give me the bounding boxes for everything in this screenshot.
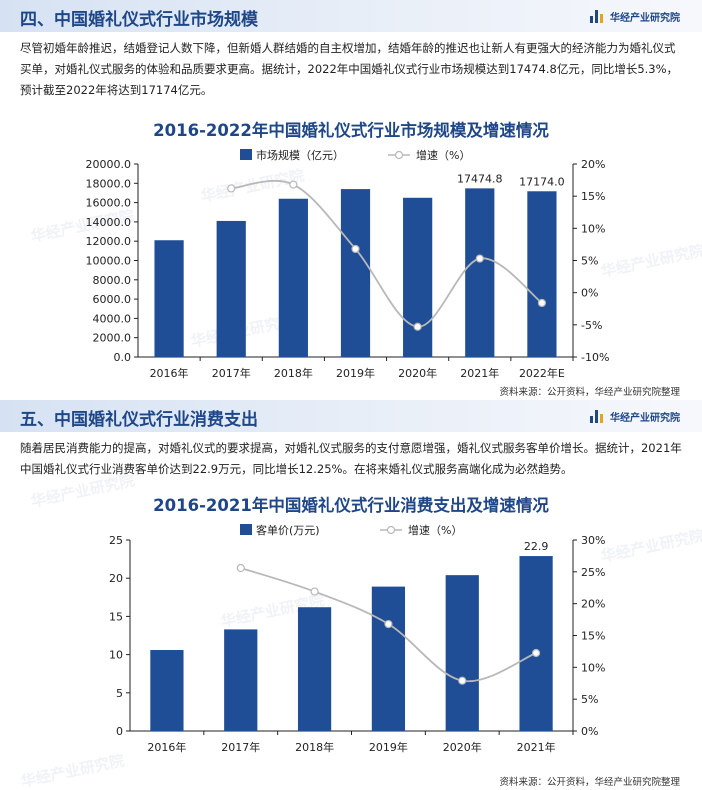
consumption-chart: 客单价(万元) 增速（%） 0 5 10 15 20 25 0% 5% 10% 15% 20% 25% 30… <box>109 523 605 754</box>
growth-point <box>384 619 393 629</box>
y2-tick-label: 25% <box>581 566 605 579</box>
section-paragraph: 尽管初婚年龄推迟，结婚登记人数下降，但新婚人群结婚的自主权增加，结婚年龄的推迟也… <box>20 41 679 97</box>
growth-point <box>531 648 541 658</box>
legend-label: 增速（%） <box>416 148 470 162</box>
bar <box>216 220 246 357</box>
growth-point <box>458 676 467 685</box>
x-tick-label: 2019年 <box>336 366 375 380</box>
y2-tick-label: 20% <box>581 158 605 171</box>
x-tick-label: 2020年 <box>443 740 482 754</box>
section-title: 五、中国婚礼仪式行业消费支出 <box>20 410 258 430</box>
y2-tick-label: 0% <box>581 287 598 300</box>
y2-tick-label: 15% <box>581 190 605 203</box>
bar-data-label: 17174.0 <box>519 175 565 188</box>
bar <box>519 556 553 731</box>
chart-title: 2016-2022年中国婚礼仪式行业市场规模及增速情况 <box>153 121 549 140</box>
brand-bars-icon <box>590 410 604 423</box>
y-tick-label: 16000.0 <box>86 197 132 210</box>
section-header-consumption: 五、中国婚礼仪式行业消费支出 华经产业研究院 <box>0 400 702 432</box>
brand-bars-icon <box>590 10 604 23</box>
bar <box>340 189 371 357</box>
bar <box>154 240 184 357</box>
y-tick-label: 25 <box>109 534 123 547</box>
growth-point <box>227 184 236 193</box>
bar-data-label: 17474.8 <box>457 172 503 185</box>
y-tick-label: 10000.0 <box>86 255 132 268</box>
chart-title: 2016-2021年中国婚礼仪式行业消费支出及增速情况 <box>153 496 549 515</box>
y-tick-label: 10 <box>109 649 123 662</box>
x-tick-label: 2021年 <box>460 366 499 380</box>
brand-logo: 华经产业研究院 <box>590 409 680 424</box>
source-note: 资料来源：公开资料，华经产业研究院整理 <box>499 387 680 398</box>
x-tick-label: 2017年 <box>221 740 260 754</box>
y2-tick-label: 0% <box>581 725 598 738</box>
bar <box>150 650 184 731</box>
y-tick-label: 5 <box>116 687 123 700</box>
brand-name: 华经产业研究院 <box>610 13 680 24</box>
legend-label: 市场规模（亿元） <box>256 148 344 162</box>
legend-label: 增速（%） <box>408 523 462 537</box>
growth-point <box>537 298 547 308</box>
bar <box>224 629 258 731</box>
section-header-market-size: 四、中国婚礼仪式行业市场规模 华经产业研究院 <box>0 0 702 32</box>
growth-point <box>413 322 422 331</box>
x-tick-label: 2017年 <box>212 366 251 380</box>
legend-label: 客单价(万元) <box>256 523 320 537</box>
y2-tick-label: 5% <box>581 255 598 268</box>
y-tick-label: 20 <box>109 572 123 585</box>
x-tick-label: 2016年 <box>150 366 189 380</box>
legend-line-marker <box>386 525 396 535</box>
growth-line <box>231 180 543 328</box>
section-title: 四、中国婚礼仪式行业市场规模 <box>20 10 258 30</box>
bar <box>445 575 479 731</box>
bar <box>527 191 557 357</box>
growth-point <box>351 244 360 254</box>
brand-name: 华经产业研究院 <box>610 413 680 424</box>
market-size-chart: 市场规模（亿元） 增速（%） 0.0 2000.0 4000.0 6000.0 8000.0… <box>86 148 610 380</box>
legend-line-marker <box>394 150 404 160</box>
growth-point <box>475 254 484 263</box>
x-tick-label: 2018年 <box>274 366 313 380</box>
y2-tick-label: -10% <box>581 351 609 364</box>
y-tick-label: 20000.0 <box>86 158 132 171</box>
source-note: 资料来源：公开资料，华经产业研究院整理 <box>499 777 680 788</box>
x-tick-label: 2022年E <box>519 366 565 380</box>
x-tick-label: 2018年 <box>295 740 334 754</box>
bar <box>278 198 308 357</box>
y-tick-label: 4000.0 <box>93 312 132 325</box>
bar <box>403 197 433 357</box>
y2-tick-label: 15% <box>581 630 605 643</box>
legend-bar-swatch <box>240 524 252 535</box>
x-tick-label: 2021年 <box>517 740 556 754</box>
bar <box>465 188 495 357</box>
growth-point <box>310 587 319 596</box>
y-tick-label: 14000.0 <box>86 216 132 229</box>
y2-tick-label: 5% <box>581 693 598 706</box>
y-tick-label: 6000.0 <box>93 293 132 306</box>
y2-tick-label: 10% <box>581 661 605 674</box>
x-tick-label: 2019年 <box>369 740 408 754</box>
y-tick-label: 8000.0 <box>93 274 132 287</box>
y-tick-label: 0.0 <box>114 351 132 364</box>
y-tick-label: 18000.0 <box>86 177 132 190</box>
legend-bar-swatch <box>240 149 252 160</box>
y-tick-label: 12000.0 <box>86 235 132 248</box>
bar <box>371 586 406 731</box>
y-tick-label: 0 <box>116 725 123 738</box>
y-tick-label: 2000.0 <box>93 332 132 345</box>
growth-point <box>236 563 245 573</box>
section-paragraph: 随着居民消费能力的提高，对婚礼仪式的要求提高，对婚礼仪式服务的支付意愿增强，婚礼… <box>20 441 682 476</box>
x-tick-label: 2020年 <box>398 366 437 380</box>
y2-tick-label: 30% <box>581 534 605 547</box>
bar-data-label: 22.9 <box>524 540 549 553</box>
growth-point <box>289 180 298 189</box>
y2-tick-label: -5% <box>581 319 602 332</box>
x-tick-label: 2016年 <box>147 740 186 754</box>
y-tick-label: 15 <box>109 610 123 623</box>
y2-tick-label: 10% <box>581 222 605 235</box>
bar <box>297 607 332 731</box>
brand-logo: 华经产业研究院 <box>590 9 680 24</box>
y2-tick-label: 20% <box>581 598 605 611</box>
